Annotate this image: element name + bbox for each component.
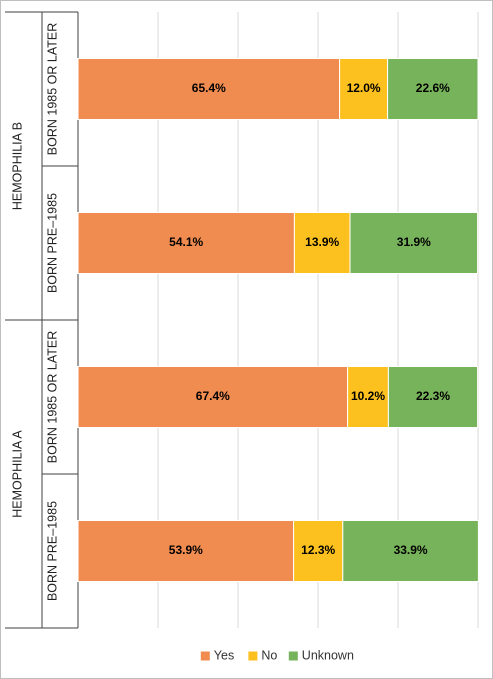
- bar-segment: [293, 520, 344, 582]
- legend-swatch: [248, 651, 258, 661]
- bar-segment: [387, 366, 479, 428]
- value-label: 53.9%: [169, 543, 203, 557]
- bar-segment: [77, 520, 295, 582]
- category-label: BORN PRE–1985: [45, 501, 59, 601]
- bar-segment: [349, 212, 479, 274]
- value-label: 12.0%: [347, 81, 381, 95]
- bar-segment: [347, 366, 389, 428]
- value-label: 67.4%: [196, 389, 230, 403]
- value-label: 22.3%: [416, 389, 450, 403]
- value-label: 65.4%: [192, 81, 226, 95]
- value-label: 10.2%: [351, 389, 385, 403]
- value-label: 54.1%: [169, 235, 203, 249]
- legend-swatch: [200, 651, 210, 661]
- bar-segment: [342, 520, 479, 582]
- value-label: 22.6%: [416, 81, 450, 95]
- bar-segment: [387, 58, 479, 120]
- legend-label: No: [261, 648, 277, 662]
- legend-label: Unknown: [302, 648, 354, 662]
- category-label: BORN 1985 OR LATER: [45, 23, 59, 155]
- bar-segment: [77, 58, 341, 120]
- category-label: BORN PRE–1985: [45, 193, 59, 293]
- group-label: HEMOPHILIA B: [10, 122, 24, 210]
- group-label: HEMOPHILIA A: [10, 430, 24, 518]
- category-label: BORN 1985 OR LATER: [45, 331, 59, 463]
- bar-segment: [293, 212, 351, 274]
- legend-label: Yes: [214, 648, 234, 662]
- value-label: 33.9%: [394, 543, 428, 557]
- legend-swatch: [288, 651, 298, 661]
- bar-segment: [77, 366, 349, 428]
- bar-segment: [77, 212, 295, 274]
- value-label: 31.9%: [397, 235, 431, 249]
- bar-segment: [339, 58, 389, 120]
- value-label: 12.3%: [301, 543, 335, 557]
- value-label: 13.9%: [305, 235, 339, 249]
